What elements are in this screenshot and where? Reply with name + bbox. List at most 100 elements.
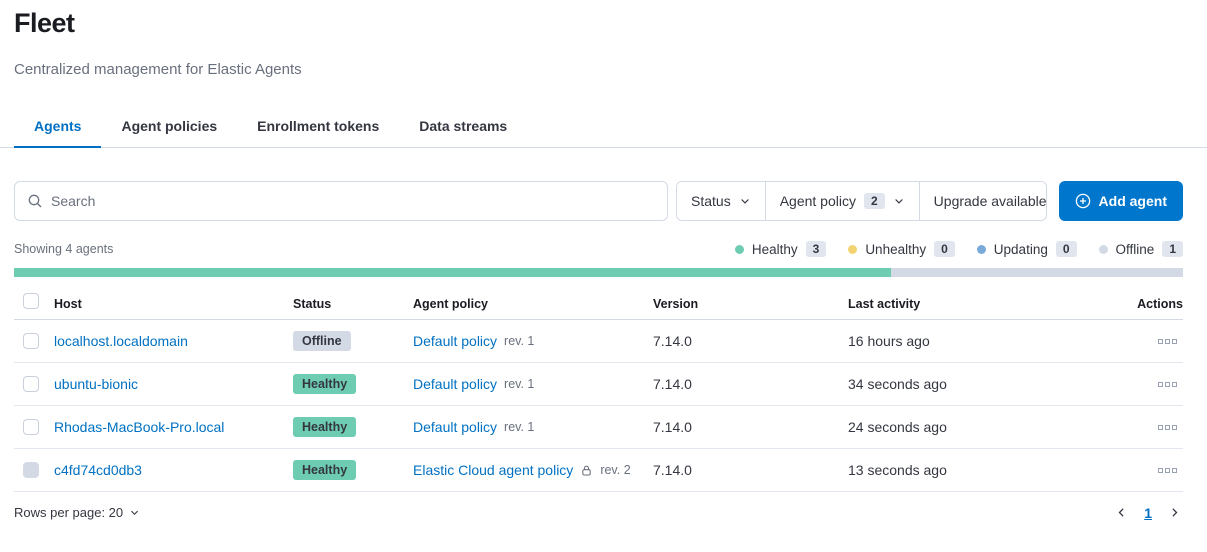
policy-revision: rev. 1 bbox=[504, 377, 535, 391]
page-subtitle: Centralized management for Elastic Agent… bbox=[14, 61, 302, 78]
column-header-host: Host bbox=[54, 296, 82, 311]
host-link[interactable]: Rhodas-MacBook-Pro.local bbox=[54, 419, 225, 435]
upgrade-available-filter-label: Upgrade available bbox=[933, 193, 1047, 209]
row-checkbox bbox=[23, 462, 39, 478]
row-actions-button[interactable] bbox=[1127, 338, 1183, 344]
agent-version: 7.14.0 bbox=[653, 419, 692, 435]
legend-label: Offline bbox=[1115, 241, 1155, 257]
host-link[interactable]: c4fd74cd0db3 bbox=[54, 462, 142, 478]
policy-revision: rev. 1 bbox=[504, 420, 535, 434]
rows-per-page-button[interactable]: Rows per page: 20 bbox=[14, 505, 140, 520]
policy-revision: rev. 2 bbox=[600, 463, 631, 477]
chevron-left-icon bbox=[1118, 508, 1124, 517]
next-page-button[interactable] bbox=[1166, 504, 1183, 521]
agent-version: 7.14.0 bbox=[653, 333, 692, 349]
column-header-actions: Actions bbox=[1137, 296, 1183, 311]
row-actions-button[interactable] bbox=[1127, 381, 1183, 387]
table-footer: Rows per page: 20 1 bbox=[14, 504, 1183, 521]
updating-dot-icon bbox=[976, 244, 986, 254]
legend-count: 0 bbox=[1055, 241, 1077, 257]
legend-item-updating: Updating 0 bbox=[976, 241, 1077, 257]
legend-item-healthy: Healthy 3 bbox=[734, 241, 827, 257]
healthy-dot-icon bbox=[734, 244, 744, 254]
search-icon bbox=[28, 194, 42, 208]
agent-policy-filter-count: 2 bbox=[863, 193, 885, 209]
tab-agents[interactable]: Agents bbox=[14, 106, 102, 148]
tab-data-streams[interactable]: Data streams bbox=[419, 118, 508, 134]
policy-link[interactable]: Elastic Cloud agent policy bbox=[413, 462, 574, 478]
agent-policy-filter-button[interactable]: Agent policy 2 bbox=[765, 182, 920, 220]
table-row: localhost.localdomain Offline Default po… bbox=[14, 320, 1183, 363]
last-activity: 13 seconds ago bbox=[848, 462, 947, 478]
chevron-right-icon bbox=[1172, 508, 1178, 517]
host-link[interactable]: localhost.localdomain bbox=[54, 333, 188, 349]
health-bar-healthy bbox=[14, 268, 891, 277]
offline-dot-icon bbox=[1098, 244, 1108, 254]
row-actions-button[interactable] bbox=[1127, 424, 1183, 430]
table-row: ubuntu-bionic Healthy Default policy rev… bbox=[14, 363, 1183, 406]
pagination: 1 bbox=[1113, 504, 1183, 521]
legend-count: 0 bbox=[934, 241, 955, 257]
chevron-down-icon bbox=[129, 507, 140, 518]
status-filter-label: Status bbox=[691, 193, 731, 209]
previous-page-button[interactable] bbox=[1113, 504, 1130, 521]
page-number-1[interactable]: 1 bbox=[1144, 504, 1152, 521]
legend-label: Unhealthy bbox=[865, 241, 927, 257]
legend-label: Updating bbox=[993, 241, 1048, 257]
agent-version: 7.14.0 bbox=[653, 462, 692, 478]
status-filter-button[interactable]: Status bbox=[677, 182, 766, 220]
agents-summary: Showing 4 agents Healthy 3 Unhealthy 0 U… bbox=[14, 241, 1183, 257]
toolbar: Status Agent policy 2 Upgrade available … bbox=[14, 181, 1183, 221]
chevron-down-icon bbox=[893, 195, 905, 207]
policy-link[interactable]: Default policy bbox=[413, 333, 498, 349]
row-checkbox[interactable] bbox=[23, 419, 39, 435]
agent-health-bar bbox=[14, 268, 1183, 277]
page-title: Fleet bbox=[14, 8, 75, 38]
table-row: c4fd74cd0db3 Healthy Elastic Cloud agent… bbox=[14, 449, 1183, 492]
search-box bbox=[14, 181, 668, 221]
status-badge: Healthy bbox=[293, 374, 357, 394]
tab-agent-policies[interactable]: Agent policies bbox=[121, 118, 218, 134]
rows-per-page-label: Rows per page: 20 bbox=[14, 505, 124, 520]
legend-item-offline: Offline 1 bbox=[1098, 241, 1183, 257]
legend-count: 3 bbox=[805, 241, 827, 257]
filter-group: Status Agent policy 2 Upgrade available bbox=[676, 181, 1047, 221]
policy-link[interactable]: Default policy bbox=[413, 376, 498, 392]
column-header-status: Status bbox=[293, 296, 332, 311]
add-agent-label: Add agent bbox=[1098, 193, 1167, 209]
agent-policy-filter-label: Agent policy bbox=[779, 193, 856, 209]
legend-count: 1 bbox=[1162, 241, 1183, 257]
row-checkbox[interactable] bbox=[23, 376, 39, 392]
select-all-checkbox[interactable] bbox=[23, 292, 39, 309]
chevron-down-icon bbox=[739, 195, 751, 207]
unhealthy-dot-icon bbox=[848, 244, 858, 254]
policy-link[interactable]: Default policy bbox=[413, 419, 498, 435]
legend-label: Healthy bbox=[751, 241, 798, 257]
column-header-version: Version bbox=[653, 296, 699, 311]
column-header-policy: Agent policy bbox=[413, 296, 489, 311]
row-checkbox[interactable] bbox=[23, 333, 39, 349]
health-bar-offline bbox=[890, 268, 1183, 277]
plus-circle-icon bbox=[1075, 193, 1090, 209]
upgrade-available-filter-button[interactable]: Upgrade available bbox=[919, 182, 1047, 220]
agents-table: Host Status Agent policy Version Last ac… bbox=[14, 290, 1183, 492]
tab-enrollment-tokens[interactable]: Enrollment tokens bbox=[257, 118, 380, 134]
last-activity: 16 hours ago bbox=[848, 333, 930, 349]
agent-version: 7.14.0 bbox=[653, 376, 692, 392]
host-link[interactable]: ubuntu-bionic bbox=[54, 376, 139, 392]
policy-revision: rev. 1 bbox=[504, 334, 535, 348]
showing-agents-text: Showing 4 agents bbox=[14, 242, 114, 256]
tab-bar: Agents Agent policies Enrollment tokens … bbox=[0, 106, 1207, 148]
status-badge: Offline bbox=[293, 331, 351, 351]
search-input[interactable] bbox=[51, 193, 655, 209]
table-header-row: Host Status Agent policy Version Last ac… bbox=[14, 290, 1183, 320]
last-activity: 24 seconds ago bbox=[848, 419, 947, 435]
last-activity: 34 seconds ago bbox=[848, 376, 947, 392]
add-agent-button[interactable]: Add agent bbox=[1058, 181, 1183, 221]
status-legend: Healthy 3 Unhealthy 0 Updating 0 Offline… bbox=[734, 241, 1183, 257]
lock-icon bbox=[580, 464, 593, 477]
row-actions-button[interactable] bbox=[1127, 467, 1183, 473]
legend-item-unhealthy: Unhealthy 0 bbox=[848, 241, 955, 257]
column-header-last-activity: Last activity bbox=[848, 296, 921, 311]
